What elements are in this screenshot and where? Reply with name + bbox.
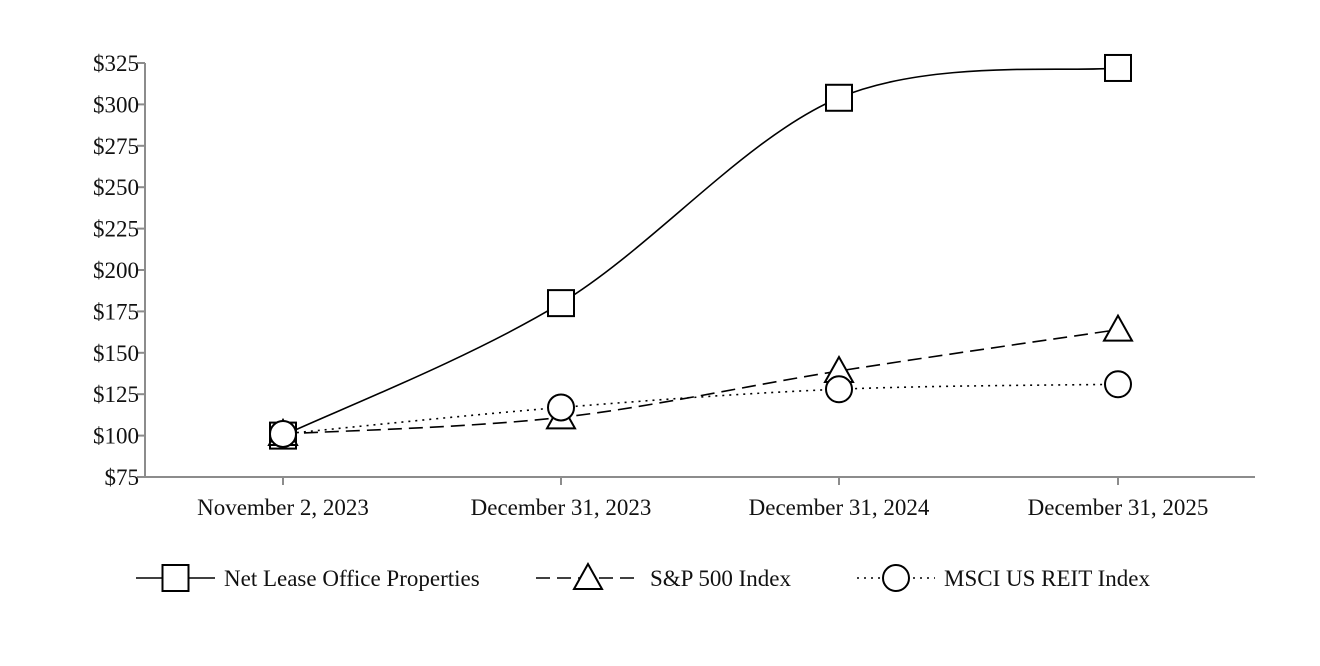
y-tick-label: $75 [105, 465, 140, 490]
y-axis-ticks: $75 $100 $125 $150 $175 $200 $225 $250 $275 $300 $… [93, 51, 145, 490]
legend-square-marker [161, 564, 190, 592]
axes [144, 63, 1255, 478]
y-tick-label: $250 [93, 175, 139, 200]
triangle-marker [1102, 313, 1134, 342]
series-line [282, 383, 1119, 435]
legend-triangle-marker [572, 561, 604, 590]
legend-label: Net Lease Office Properties [224, 566, 480, 591]
series-line [282, 328, 1119, 435]
circle-marker [825, 375, 853, 404]
square-marker [547, 289, 575, 318]
series-circle [269, 370, 1132, 448]
legend: Net Lease Office Properties S&P 500 Index… [136, 561, 1150, 592]
legend-label: MSCI US REIT Index [944, 566, 1150, 591]
legend-item: S&P 500 Index [536, 561, 791, 591]
circle-marker [1104, 370, 1132, 399]
series-square [269, 53, 1132, 450]
series-line [282, 67, 1119, 437]
legend-circle-marker [882, 564, 910, 592]
series-group [267, 53, 1134, 450]
y-tick-label: $150 [93, 341, 139, 366]
legend-label: S&P 500 Index [650, 566, 791, 591]
y-tick-label: $325 [93, 51, 139, 76]
y-tick-label: $100 [93, 424, 139, 449]
circle-marker [547, 393, 575, 422]
x-tick-label: December 31, 2023 [471, 495, 652, 520]
square-marker [825, 83, 853, 112]
y-tick-label: $175 [93, 299, 139, 324]
y-tick-label: $125 [93, 382, 139, 407]
y-tick-label: $275 [93, 134, 139, 159]
x-tick-label: November 2, 2023 [197, 495, 369, 520]
y-tick-label: $300 [93, 92, 139, 117]
circle-marker [269, 419, 297, 448]
square-marker [1104, 53, 1132, 82]
x-axis-ticks: November 2, 2023 December 31, 2023 Decembe… [197, 477, 1208, 520]
legend-item: MSCI US REIT Index [857, 564, 1150, 592]
y-tick-label: $225 [93, 217, 139, 242]
x-tick-label: December 31, 2025 [1028, 495, 1209, 520]
x-tick-label: December 31, 2024 [749, 495, 930, 520]
series-triangle [267, 313, 1134, 446]
y-tick-label: $200 [93, 258, 139, 283]
legend-item: Net Lease Office Properties [136, 564, 480, 592]
